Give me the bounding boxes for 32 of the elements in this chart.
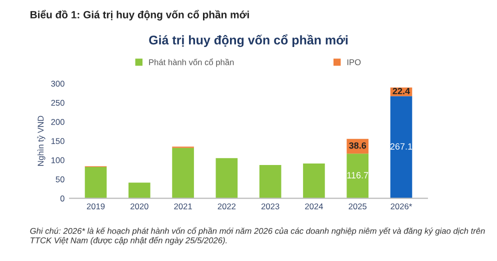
legend-label: IPO	[347, 59, 361, 66]
x-tick-label: 2023	[261, 203, 280, 210]
x-tick-label: 2026*	[390, 203, 412, 210]
bar	[172, 148, 194, 198]
bar	[259, 165, 282, 198]
x-tick-label: 2019	[86, 203, 105, 210]
y-tick-label: 250	[51, 100, 64, 106]
y-tick-label: 50	[56, 176, 64, 182]
bar	[128, 182, 150, 198]
bar	[346, 154, 369, 198]
y-tick-label: 300	[51, 80, 64, 87]
y-axis-title: Nghìn tỷ VND	[37, 116, 46, 166]
bar	[303, 164, 325, 198]
text: Ghi chú: 2026* là kế hoạch phát hành vốn cổ phần mới năm 2026 của các doanh nghiệp niêm yết và đăng ký giao dịch trên TTCK Việt Nam (được cập nhật đến ngày 25/5/2026).	[30, 227, 485, 245]
x-tick-label: 2025	[348, 203, 367, 210]
data-label: 38.6	[349, 142, 366, 149]
x-tick-label: 2020	[130, 203, 148, 210]
bar	[84, 166, 107, 198]
x-tick-label: 2022	[218, 203, 236, 210]
x-tick-label: 2024	[305, 203, 323, 210]
chart-title: Biểu đồ 1: Giá trị huy động vốn cổ phần mới	[30, 10, 249, 20]
x-tick-label: 2021	[174, 203, 192, 210]
y-tick-label: 150	[51, 138, 64, 144]
y-tick-label: 100	[51, 157, 64, 164]
data-label: 22.4	[392, 88, 410, 94]
data-label: 116.7	[347, 172, 368, 178]
y-tick-label: 200	[51, 119, 64, 125]
bar	[216, 158, 238, 198]
chart-subtitle: Giá trị huy động vốn cổ phần mới	[149, 34, 348, 48]
legend-label: Phát hành vốn cổ phần	[149, 58, 234, 67]
bar	[390, 96, 412, 198]
y-tick-label: 0	[60, 196, 64, 202]
